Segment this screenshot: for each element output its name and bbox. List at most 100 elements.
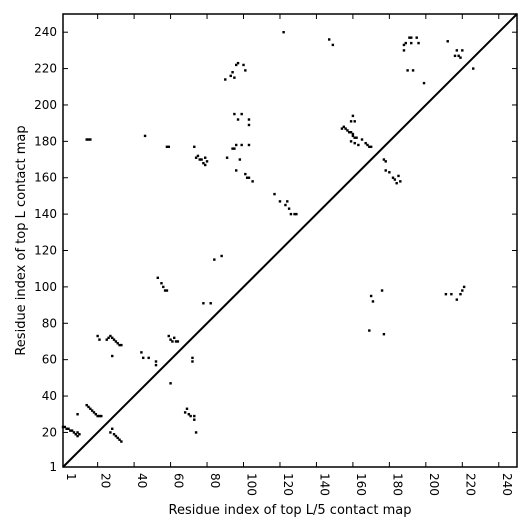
y-tick-label: 180 (34, 134, 57, 148)
x-tick-label: 180 (390, 473, 404, 496)
contact-point (459, 56, 462, 59)
contact-point (369, 294, 373, 298)
contact-point (331, 43, 335, 47)
contact-point (408, 36, 411, 39)
contact-point (120, 440, 123, 443)
contact-point (76, 413, 79, 416)
contact-point (193, 418, 196, 421)
contact-point (351, 114, 355, 118)
plot-frame (62, 13, 518, 468)
contact-point (85, 138, 88, 141)
contact-point (351, 132, 355, 136)
contact-point (388, 171, 391, 174)
contact-point (112, 338, 116, 341)
contact-point (360, 138, 364, 141)
contact-point (70, 429, 74, 432)
y-tick-label: 100 (34, 280, 57, 294)
contact-point (67, 427, 70, 431)
contact-point (154, 360, 158, 363)
y-tick-label: 220 (34, 62, 57, 76)
contact-point (171, 340, 174, 343)
contact-point (191, 356, 194, 360)
contact-point (196, 154, 200, 158)
contact-point (459, 292, 462, 296)
contact-point (353, 141, 356, 145)
contact-point (233, 112, 236, 116)
contact-point (92, 411, 96, 414)
contact-point (289, 212, 293, 216)
contact-point (118, 343, 121, 347)
contact-point (340, 127, 344, 130)
contact-point (220, 254, 223, 258)
contact-point (76, 431, 79, 434)
contact-point (72, 431, 76, 434)
contact-point (169, 338, 172, 341)
contact-point (202, 161, 205, 165)
contact-point (233, 76, 236, 79)
contact-point (89, 138, 92, 141)
contact-point (76, 434, 79, 438)
contact-point (100, 414, 103, 418)
x-tick-label: 40 (135, 473, 149, 488)
contact-point (353, 120, 356, 123)
contact-point (402, 43, 406, 47)
contact-point (399, 180, 402, 183)
contact-point (111, 354, 114, 358)
contact-point (240, 112, 243, 116)
y-tick-label: 20 (42, 425, 57, 439)
contact-point (395, 181, 398, 185)
contact-point (94, 413, 98, 416)
contact-point (278, 200, 282, 203)
contact-point (96, 414, 99, 418)
contact-point (114, 434, 118, 438)
contact-point (402, 49, 406, 52)
contact-point (293, 212, 296, 216)
contact-point (98, 338, 101, 341)
contact-point (105, 338, 108, 341)
y-tick-label: 120 (34, 244, 57, 258)
contact-point (238, 158, 242, 161)
contact-point (165, 289, 169, 292)
contact-point (109, 334, 112, 338)
contact-point (284, 203, 287, 207)
contact-point (415, 36, 418, 39)
y-tick-label: 60 (42, 353, 57, 367)
contact-point (143, 134, 147, 138)
contact-point (85, 403, 88, 407)
x-tick-label: 80 (208, 473, 222, 488)
contact-point (404, 41, 407, 45)
y-tick-label: 160 (34, 171, 57, 185)
contact-point (74, 433, 77, 436)
contact-point (364, 141, 367, 145)
contact-point (472, 67, 475, 70)
y-tick-label: 1 (49, 460, 57, 474)
contact-point (348, 131, 351, 134)
contact-point (282, 30, 285, 34)
contact-point (69, 429, 72, 432)
contact-point (233, 147, 236, 150)
contact-point (286, 200, 289, 203)
contact-point (366, 143, 369, 147)
contact-point (247, 123, 251, 127)
y-axis-label: Residue index of top L contact map (14, 125, 29, 355)
contact-point (116, 342, 119, 345)
contact-point (236, 118, 240, 121)
contact-point (174, 340, 178, 343)
contact-point (344, 127, 347, 130)
contact-point (397, 174, 400, 178)
x-tick-label: 120 (281, 473, 295, 496)
contact-point (461, 49, 464, 52)
contact-point (457, 54, 460, 58)
contact-point (349, 120, 353, 123)
contact-point (224, 78, 227, 81)
contact-point (231, 71, 234, 74)
contact-point (450, 292, 453, 296)
contact-point (295, 212, 298, 216)
contact-point (393, 178, 397, 181)
contact-point (417, 41, 420, 45)
contact-point (461, 289, 464, 292)
contact-point (147, 356, 150, 360)
x-axis-ticks: 1 20 40 60 80 100 120 140 160 180 200 220 240 (62, 14, 514, 496)
contact-point (107, 336, 110, 340)
